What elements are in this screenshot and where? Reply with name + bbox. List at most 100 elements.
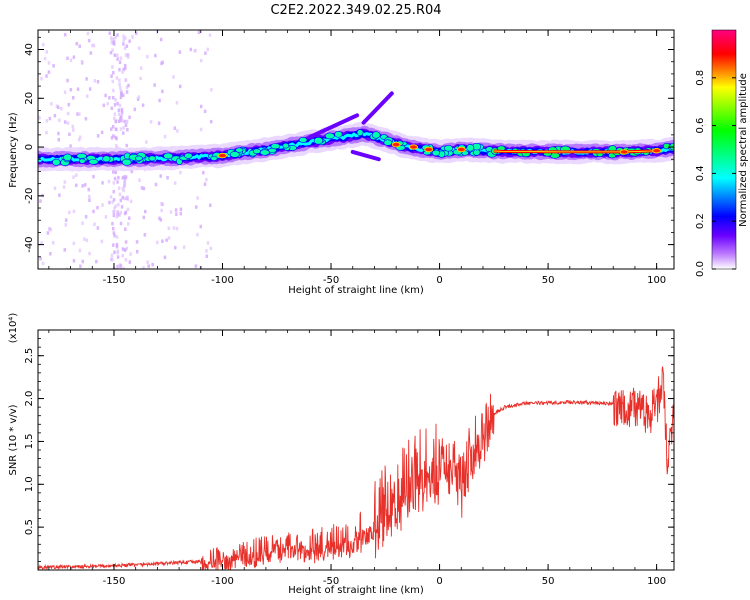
noise-pixel xyxy=(120,205,124,209)
noise-pixel xyxy=(110,127,113,131)
noise-pixel xyxy=(114,127,118,131)
spectrogram-image xyxy=(38,30,674,269)
noise-pixel xyxy=(102,103,106,108)
colorbar-tick-label: 0.8 xyxy=(695,70,706,86)
noise-pixel xyxy=(58,193,61,197)
colorbar-tick-label: 0.2 xyxy=(695,213,706,229)
snr-axes: -150 -100 -50 0 50 100 0.5 1.0 1.5 2.0 2.5 xyxy=(24,330,674,587)
noise-pixel xyxy=(126,207,130,212)
noise-pixel xyxy=(122,267,125,269)
noise-pixel xyxy=(123,177,127,181)
noise-pixel xyxy=(114,170,118,175)
noise-pixel xyxy=(120,111,124,115)
noise-pixel xyxy=(119,56,123,61)
amplitude-blob xyxy=(135,155,143,161)
noise-pixel xyxy=(115,76,119,80)
noise-pixel xyxy=(151,262,154,267)
noise-pixel xyxy=(118,67,121,72)
noise-pixel xyxy=(115,244,119,249)
noise-pixel xyxy=(69,144,72,148)
noise-pixel xyxy=(59,107,63,111)
noise-pixel xyxy=(81,259,85,264)
noise-pixel xyxy=(49,228,53,232)
noise-pixel xyxy=(179,170,182,175)
noise-pixel xyxy=(121,119,124,123)
noise-pixel xyxy=(111,170,115,174)
noise-pixel xyxy=(116,249,120,253)
noise-pixel xyxy=(125,90,129,94)
noise-pixel xyxy=(130,169,134,174)
noise-pixel xyxy=(133,107,137,112)
noise-pixel xyxy=(115,53,119,58)
x-tick-label: 100 xyxy=(647,275,666,286)
noise-pixel xyxy=(124,123,128,128)
noise-pixel xyxy=(92,43,96,48)
noise-pixel xyxy=(122,188,125,193)
x-tick-label: -100 xyxy=(211,275,234,286)
noise-pixel xyxy=(160,61,163,66)
amplitude-blob xyxy=(88,158,99,165)
noise-pixel xyxy=(203,109,207,114)
noise-pixel xyxy=(110,74,113,78)
noise-pixel xyxy=(120,91,123,95)
noise-pixel xyxy=(88,194,91,199)
noise-pixel xyxy=(204,51,207,55)
noise-pixel xyxy=(66,78,69,83)
noise-pixel xyxy=(83,237,86,241)
noise-pixel xyxy=(136,97,140,102)
noise-pixel xyxy=(38,116,41,120)
noise-pixel xyxy=(51,240,55,245)
noise-pixel xyxy=(163,134,167,139)
noise-pixel xyxy=(66,56,69,61)
noise-pixel xyxy=(53,186,57,190)
noise-pixel xyxy=(111,226,115,231)
noise-pixel xyxy=(202,170,205,175)
noise-pixel xyxy=(189,47,193,52)
noise-pixel xyxy=(172,226,176,230)
noise-pixel xyxy=(95,259,98,264)
noise-pixel xyxy=(111,65,114,69)
noise-pixel xyxy=(123,248,127,252)
noise-pixel xyxy=(113,250,116,254)
noise-pixel xyxy=(112,40,116,44)
noise-pixel xyxy=(122,38,126,42)
x-tick-label: 0 xyxy=(436,275,442,286)
hotspot xyxy=(456,146,466,153)
noise-pixel xyxy=(62,185,66,189)
noise-pixel xyxy=(112,213,116,218)
spectral-branch xyxy=(361,91,394,125)
noise-pixel xyxy=(167,236,171,240)
noise-pixel xyxy=(121,247,125,251)
noise-pixel xyxy=(93,79,97,83)
noise-pixel xyxy=(110,136,114,140)
noise-pixel xyxy=(110,40,114,45)
noise-pixel xyxy=(176,129,179,133)
noise-pixel xyxy=(122,131,125,135)
noise-pixel xyxy=(119,85,122,90)
spectrogram-frame xyxy=(37,29,675,270)
noise-pixel xyxy=(113,176,117,181)
noise-pixel xyxy=(47,70,51,74)
noise-pixel xyxy=(72,241,76,246)
noise-pixel xyxy=(111,48,114,52)
noise-pixel xyxy=(142,215,146,220)
noise-pixel xyxy=(203,182,207,186)
noise-pixel xyxy=(116,180,119,184)
noise-pixel xyxy=(178,50,182,54)
noise-pixel xyxy=(47,61,51,65)
noise-pixel xyxy=(175,101,179,105)
noise-pixel xyxy=(120,107,124,112)
noise-pixel xyxy=(117,112,121,116)
noise-pixel xyxy=(127,83,130,88)
noise-pixel xyxy=(125,85,129,90)
noise-pixel xyxy=(114,135,117,140)
noise-pixel xyxy=(84,117,88,121)
noise-pixel xyxy=(124,78,127,82)
noise-pixel xyxy=(109,195,113,199)
noise-pixel xyxy=(66,121,70,125)
snr-y-scale-label: (x10⁴) xyxy=(8,313,19,344)
y-tick-label: -40 xyxy=(24,236,35,252)
x-tick-label: -150 xyxy=(103,275,126,286)
colorbar-ticks: 0.0 0.2 0.4 0.6 0.8 xyxy=(695,70,736,277)
noise-pixel xyxy=(72,209,76,214)
